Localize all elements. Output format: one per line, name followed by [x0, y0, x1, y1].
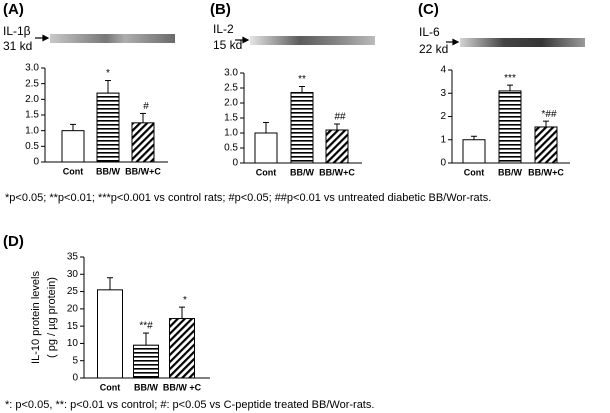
x-tick-label: BB/W	[134, 382, 158, 392]
footnote: *: p<0.05, **: p<0.01 vs control; #: p<0…	[5, 399, 374, 411]
bar	[133, 344, 159, 379]
significance-label: *##	[541, 109, 556, 120]
y-tick-label: 3	[440, 88, 446, 99]
significance-label: *	[106, 68, 110, 79]
panel-label: (C)	[418, 1, 439, 18]
bar	[325, 129, 349, 164]
bar	[290, 92, 314, 164]
bar	[462, 139, 486, 164]
bar	[61, 130, 85, 163]
x-tick-label: Cont	[100, 382, 121, 392]
x-tick-label: BB/W	[290, 167, 314, 177]
bar	[254, 132, 278, 164]
x-tick-label: BB/W+C	[528, 167, 564, 177]
x-tick-label: BB/W	[96, 166, 120, 176]
bar	[131, 122, 155, 163]
y-tick-label: 1.5	[224, 113, 238, 124]
x-tick-label: BB/W+C	[319, 167, 355, 177]
y-tick-label: 4	[440, 65, 446, 76]
x-tick-label: Cont	[256, 167, 277, 177]
significance-label: **	[298, 74, 306, 85]
blot-band	[250, 36, 375, 45]
blot-size: 22 kd	[419, 42, 448, 56]
y-tick-label: 2.5	[25, 78, 39, 89]
y-tick-label: 30	[67, 269, 79, 280]
panel-label: (D)	[3, 233, 24, 250]
y-tick-label: 25	[67, 286, 79, 297]
bar	[97, 289, 123, 379]
blot-size: 15 kd	[213, 38, 242, 52]
y-tick-label: 2.0	[224, 98, 238, 109]
y-tick-label: 1.0	[25, 125, 39, 136]
y-tick-label: 2	[440, 111, 446, 122]
y-tick-label: 2.5	[224, 83, 238, 94]
bar	[534, 126, 558, 164]
y-tick-label: 15	[67, 321, 79, 332]
y-axis-label: IL-10 protein levels	[30, 271, 42, 364]
blot-label: IL-6	[419, 25, 440, 39]
x-tick-label: BB/W+C	[125, 166, 161, 176]
y-tick-label: 1.5	[25, 110, 39, 121]
x-tick-label: Cont	[63, 166, 84, 176]
blot-label: IL-1β	[3, 24, 31, 38]
y-tick-label: 2.0	[25, 94, 39, 105]
y-tick-label: 20	[67, 303, 79, 314]
y-tick-label: 3.0	[224, 68, 238, 79]
y-tick-label: 0	[33, 157, 39, 168]
blot-band	[460, 38, 585, 47]
y-tick-label: 1	[440, 134, 446, 145]
y-tick-label: 1.0	[224, 128, 238, 139]
significance-label: *	[183, 295, 187, 306]
significance-label: **#	[139, 321, 153, 332]
bar	[96, 92, 120, 163]
bar	[169, 318, 195, 379]
y-tick-label: 0.5	[224, 143, 238, 154]
x-tick-label: Cont	[464, 167, 485, 177]
y-tick-label: 0	[440, 158, 446, 169]
bar	[498, 90, 522, 164]
x-tick-label: BB/W +C	[163, 382, 202, 392]
y-tick-label: 35	[67, 252, 79, 263]
y-tick-label: 0.5	[25, 141, 39, 152]
blot-label: IL-2	[213, 22, 234, 36]
blot-size: 31 kd	[3, 39, 32, 53]
y-tick-label: 5	[72, 355, 78, 366]
y-tick-label: 3.0	[25, 63, 39, 74]
blot-band	[50, 34, 175, 43]
blot-arrows	[35, 34, 460, 46]
x-tick-label: BB/W	[498, 167, 522, 177]
significance-label: #	[143, 101, 149, 112]
panel-label: (A)	[3, 1, 24, 18]
significance-label: ***	[504, 73, 516, 84]
y-tick-label: 0	[72, 373, 78, 384]
y-tick-label: 10	[67, 338, 79, 349]
y-tick-label: 0	[232, 158, 238, 169]
significance-label: ##	[334, 112, 346, 123]
panel-label: (B)	[210, 1, 231, 18]
footnote: *p<0.05; **p<0.01; ***p<0.001 vs control…	[5, 192, 491, 204]
y-axis-label: ( pg / µg protein)	[46, 277, 58, 358]
